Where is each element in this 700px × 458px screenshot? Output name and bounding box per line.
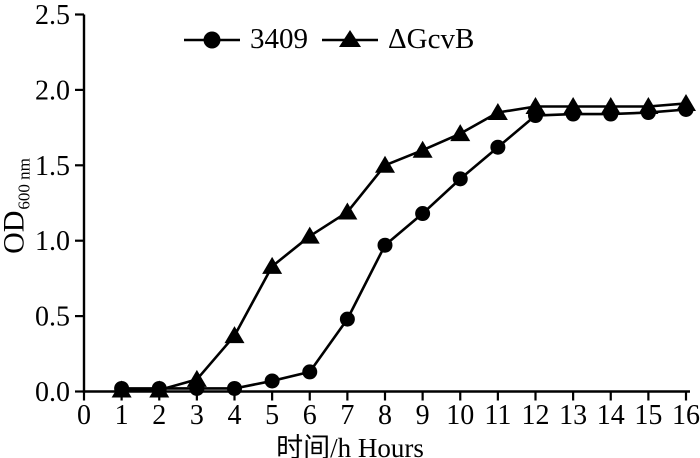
x-tick-label: 9 <box>416 400 430 431</box>
x-tick-label: 2 <box>152 400 166 431</box>
triangle-marker-series-1 <box>676 93 696 111</box>
triangle-marker-series-1 <box>375 155 395 173</box>
x-tick-label: 13 <box>559 400 587 431</box>
circle-marker-series-0 <box>264 373 280 389</box>
x-tick-label: 8 <box>378 400 392 431</box>
triangle-marker-series-1 <box>487 103 508 120</box>
y-tick-label: 0.5 <box>35 302 70 333</box>
y-axis-title-base: OD <box>0 210 31 254</box>
y-tick-label: 2.5 <box>35 0 70 31</box>
x-tick-label: 15 <box>634 400 662 431</box>
y-axis-title: OD600 nm <box>0 158 35 254</box>
triangle-marker-series-1 <box>525 96 546 114</box>
triangle-marker-series-1 <box>412 140 433 158</box>
x-tick-label: 3 <box>190 400 204 431</box>
series-line-1 <box>121 102 687 392</box>
x-tick-label: 11 <box>484 400 511 431</box>
triangle-marker-series-1 <box>299 226 320 244</box>
triangle-marker-series-1 <box>149 380 170 398</box>
triangle-marker-series-1 <box>450 124 471 142</box>
legend-circle-icon <box>184 31 240 49</box>
y-tick-label: 2.0 <box>35 75 70 106</box>
triangle-marker-series-1 <box>563 96 584 114</box>
legend-label-1: ΔGcvB <box>388 23 475 55</box>
series-1 <box>111 93 696 398</box>
y-tick-label: 1.5 <box>35 151 70 182</box>
triangle-marker-series-1 <box>638 96 659 114</box>
x-tick-label: 1 <box>115 400 129 431</box>
triangle-marker-series-1 <box>262 256 283 274</box>
x-tick-label: 4 <box>228 400 242 431</box>
triangle-marker-series-1 <box>186 369 207 387</box>
triangle-marker-series-1 <box>600 96 621 114</box>
y-tick-label: 1.0 <box>35 226 70 257</box>
legend-item-0: 3409 <box>183 22 308 56</box>
series-line-0 <box>121 108 687 390</box>
x-axis-title: 时间/h Hours <box>276 433 424 458</box>
y-tick-label: 0.0 <box>35 377 70 408</box>
circle-marker-series-0 <box>227 380 242 396</box>
x-tick-label: 12 <box>522 400 550 431</box>
x-tick-label: 7 <box>340 400 354 431</box>
y-axis-title-subscript: 600 nm <box>14 158 34 210</box>
circle-marker-series-0 <box>415 206 431 222</box>
x-tick-label: 6 <box>303 400 317 431</box>
legend-triangle-marker <box>339 30 361 47</box>
x-tick-label: 16 <box>672 400 700 431</box>
triangle-marker-series-1 <box>337 202 358 220</box>
triangle-marker-series-1 <box>111 380 132 398</box>
circle-marker-series-0 <box>377 237 393 253</box>
legend-circle-marker <box>203 31 221 49</box>
legend-label-0: 3409 <box>250 23 308 55</box>
circle-marker-series-0 <box>339 311 355 327</box>
x-tick-label: 0 <box>77 400 91 431</box>
circle-marker-series-0 <box>452 171 468 187</box>
triangle-marker-series-1 <box>224 326 245 344</box>
x-tick-label: 5 <box>265 400 279 431</box>
legend-triangle-icon <box>322 30 378 47</box>
series-0 <box>114 102 694 396</box>
legend-item-1: ΔGcvB <box>321 22 474 56</box>
circle-marker-series-0 <box>302 364 318 380</box>
x-tick-label: 10 <box>446 400 474 431</box>
legend: 3409 ΔGcvB <box>183 22 474 56</box>
x-tick-label: 14 <box>597 400 625 431</box>
circle-marker-series-0 <box>490 139 506 155</box>
